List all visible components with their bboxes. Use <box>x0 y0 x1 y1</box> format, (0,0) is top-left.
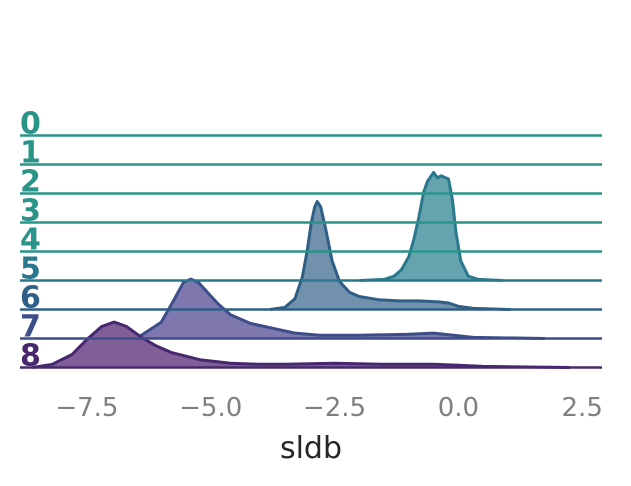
x-tick-label: 0.0 <box>438 393 479 423</box>
density-area-8 <box>32 322 570 368</box>
density-curve-5 <box>359 171 503 282</box>
row-label-6: 6 <box>20 281 41 316</box>
x-tick-label: 2.5 <box>562 393 603 423</box>
x-tick-label: −5.0 <box>179 393 242 423</box>
row-label-3: 3 <box>20 194 41 229</box>
x-tick-label: −7.5 <box>55 393 118 423</box>
x-axis-ticks: −7.5 −5.0 −2.5 0.0 2.5 <box>55 393 603 423</box>
x-tick-label: −2.5 <box>303 393 366 423</box>
row-label-5: 5 <box>20 252 41 287</box>
row-label-0: 0 <box>20 107 41 142</box>
density-area-7 <box>121 279 545 339</box>
density-curve-6 <box>269 200 511 311</box>
row-label-4: 4 <box>20 223 41 258</box>
row-label-7: 7 <box>20 310 41 345</box>
baselines-layer <box>20 134 602 369</box>
density-area-6 <box>270 201 511 310</box>
row-label-2: 2 <box>20 165 41 200</box>
density-curve-7 <box>121 277 546 340</box>
row-label-1: 1 <box>20 136 41 171</box>
density-area-5 <box>359 172 503 281</box>
row-label-8: 8 <box>20 339 41 374</box>
x-axis-label: sldb <box>280 431 342 466</box>
